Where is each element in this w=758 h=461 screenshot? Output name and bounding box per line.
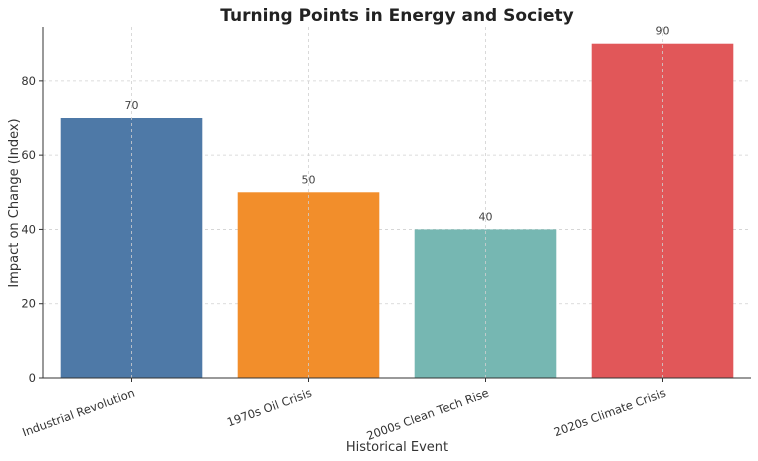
vertical-grid bbox=[131, 27, 663, 378]
y-tick-label: 60 bbox=[21, 148, 36, 162]
x-axis-label: Historical Event bbox=[346, 440, 448, 455]
x-tick-label: Industrial Revolution bbox=[20, 386, 136, 440]
data-label: 90 bbox=[656, 25, 670, 38]
data-label: 70 bbox=[125, 99, 139, 112]
chart-title: Turning Points in Energy and Society bbox=[220, 6, 573, 26]
y-tick-label: 0 bbox=[29, 371, 36, 385]
x-ticks: Industrial Revolution 1970s Oil Crisis 200… bbox=[20, 378, 668, 443]
y-tick-label: 20 bbox=[21, 297, 36, 311]
x-tick-label: 2000s Clean Tech Rise bbox=[365, 386, 491, 443]
axes bbox=[42, 27, 751, 379]
data-label: 50 bbox=[302, 173, 316, 186]
data-labels: 70 50 40 90 bbox=[125, 25, 670, 224]
y-tick-label: 40 bbox=[21, 222, 36, 236]
y-tick-label: 80 bbox=[21, 74, 36, 88]
data-label: 40 bbox=[479, 210, 493, 223]
y-axis-label: Impact on Change (Index) bbox=[7, 118, 22, 287]
x-tick-label: 1970s Oil Crisis bbox=[225, 386, 314, 430]
bars bbox=[60, 43, 734, 378]
x-tick-label: 2020s Climate Crisis bbox=[552, 386, 668, 440]
y-ticks: 0 20 40 60 80 bbox=[21, 74, 43, 385]
